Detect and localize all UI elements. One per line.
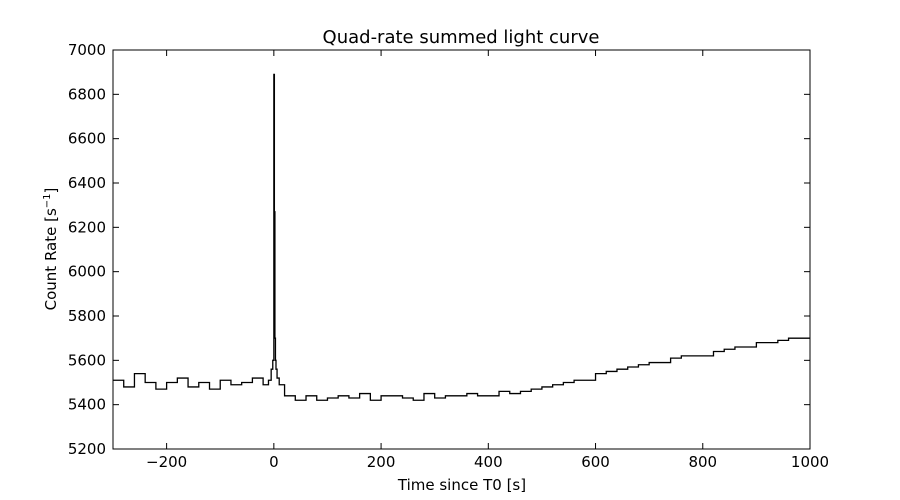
y-tick-label: 7000 [68,41,106,59]
chart-title: Quad-rate summed light curve [323,27,600,48]
x-axis-label: Time since T0 [s] [397,476,526,494]
count-rate-series-line [113,73,810,401]
y-tick-label: 6800 [68,85,106,103]
x-tick-label: 200 [367,453,396,471]
plot-frame [112,49,811,450]
y-tick-label: 6000 [68,263,106,281]
x-axis: −200 0 200 400 600 800 1000 [146,50,829,471]
y-tick-label: 6200 [68,218,106,236]
x-tick-label: −200 [146,453,187,471]
y-axis-label-close: ] [42,188,60,194]
plot-area [112,49,811,450]
y-tick-label: 6400 [68,174,106,192]
y-axis: 5200 5400 5600 5800 6000 6200 6400 6600 6800 7000 [68,41,810,458]
y-axis-label-main: Count Rate [s [42,208,60,310]
y-axis-label: Count Rate [s−1] [42,188,60,311]
x-tick-label: 0 [269,453,279,471]
y-tick-label: 5400 [68,396,106,414]
y-tick-label: 5800 [68,307,106,325]
x-tick-label: 1000 [791,453,829,471]
y-tick-label: 5600 [68,351,106,369]
x-tick-label: 600 [581,453,610,471]
y-tick-label: 6600 [68,130,106,148]
y-tick-label: 5200 [68,440,106,458]
x-tick-label: 400 [474,453,503,471]
x-tick-label: 800 [688,453,717,471]
y-axis-label-exponent: −1 [42,193,53,208]
